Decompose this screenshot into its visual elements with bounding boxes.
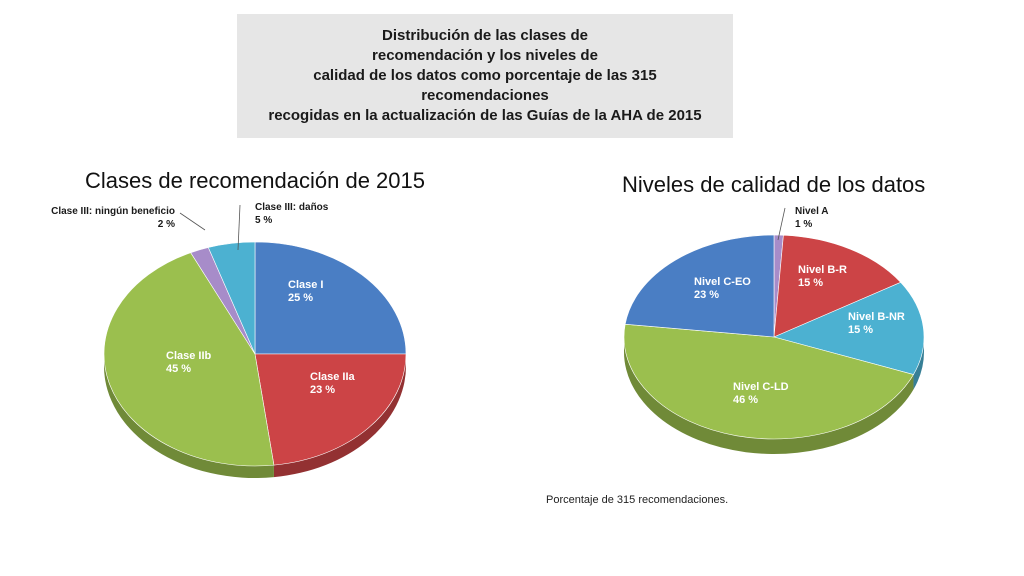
slice-side-nivel-b-nr bbox=[913, 337, 924, 390]
header-title: Distribución de las clases de recomendac… bbox=[268, 26, 701, 126]
slice-nivel-c-eo bbox=[624, 234, 775, 338]
slice-nivel-c-ld bbox=[623, 323, 914, 440]
slice-clase-iii-danos bbox=[207, 241, 256, 355]
footnote: Porcentaje de 315 recomendaciones. bbox=[546, 494, 729, 506]
slice-label-nivel-a: Nivel A bbox=[795, 206, 829, 217]
slice-label-clase-iib: Clase IIb bbox=[166, 350, 212, 362]
slice-label-clase-iia: Clase IIa bbox=[310, 371, 356, 383]
slice-label-clase-iii-danos: Clase III: daños bbox=[255, 202, 329, 213]
header-line: recomendación y los niveles de bbox=[372, 47, 598, 64]
slice-value-nivel-c-ld: 46 % bbox=[733, 394, 758, 406]
slice-nivel-b-nr bbox=[773, 281, 925, 375]
slice-label-nivel-c-eo: Nivel C-EO bbox=[694, 276, 751, 288]
header-line: calidad de los datos como porcentaje de … bbox=[313, 67, 657, 84]
leader-line-clase-iii-danos bbox=[237, 204, 241, 251]
slice-side-nivel-c-ld bbox=[624, 337, 914, 455]
slice-nivel-b-r bbox=[773, 234, 902, 338]
slice-value-clase-iib: 45 % bbox=[166, 363, 191, 375]
slice-label-nivel-b-r: Nivel B-R bbox=[798, 264, 847, 276]
header-line: recogidas en la actualización de las Guí… bbox=[268, 107, 702, 124]
leader-line-clase-iii-ningun-beneficio bbox=[179, 212, 206, 231]
chart-title-levels: Niveles de calidad de los datos bbox=[622, 172, 926, 197]
slice-label-nivel-b-nr: Nivel B-NR bbox=[848, 311, 905, 323]
slice-label-clase-iii-ningun-beneficio: Clase III: ningún beneficio bbox=[51, 206, 175, 217]
leader-line-nivel-a bbox=[777, 207, 786, 241]
slice-value-nivel-a: 1 % bbox=[795, 219, 812, 230]
header-box: Distribución de las clases de recomendac… bbox=[237, 14, 733, 138]
slice-clase-i bbox=[254, 241, 407, 355]
slice-value-clase-iii-danos: 5 % bbox=[255, 215, 272, 226]
slice-label-nivel-c-ld: Nivel C-LD bbox=[733, 381, 789, 393]
slice-value-clase-i: 25 % bbox=[288, 292, 313, 304]
header-line: recomendaciones bbox=[421, 87, 549, 104]
chart-title-classes: Clases de recomendación de 2015 bbox=[85, 168, 426, 193]
slice-clase-iib bbox=[103, 252, 275, 467]
slice-value-clase-iia: 23 % bbox=[310, 384, 335, 396]
slice-side-clase-iia bbox=[273, 354, 406, 478]
header-line: Distribución de las clases de bbox=[382, 27, 588, 44]
slice-value-nivel-c-eo: 23 % bbox=[694, 289, 719, 301]
slice-value-nivel-b-r: 15 % bbox=[798, 277, 823, 289]
slice-value-clase-iii-ningun-beneficio: 2 % bbox=[158, 219, 175, 230]
slice-clase-iia bbox=[254, 353, 407, 466]
slice-label-clase-i: Clase I bbox=[288, 279, 323, 291]
slice-value-nivel-b-nr: 15 % bbox=[848, 324, 873, 336]
